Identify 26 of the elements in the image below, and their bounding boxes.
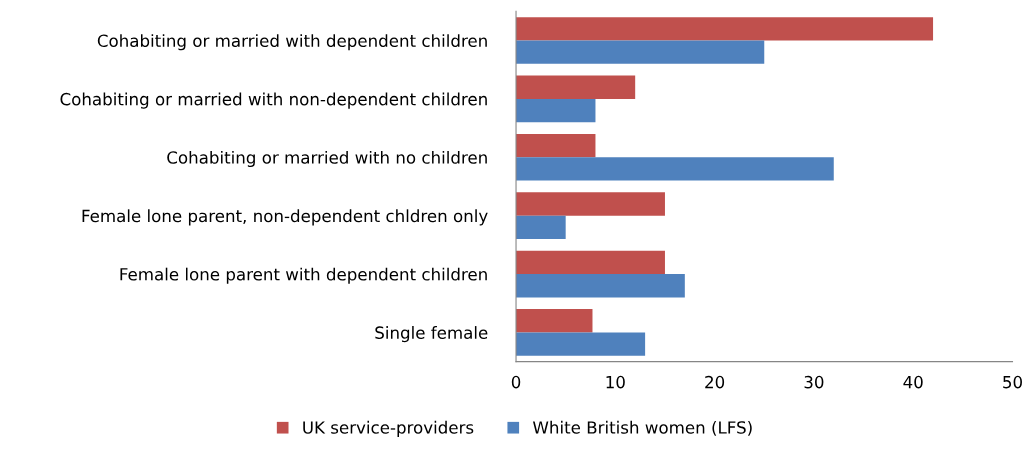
legend-label: White British women (LFS) xyxy=(532,420,752,436)
legend-label: UK service-providers xyxy=(303,420,474,437)
bar xyxy=(516,332,646,356)
bar xyxy=(516,98,596,123)
x-tick-label: 50 xyxy=(1003,375,1022,389)
bar xyxy=(516,274,685,298)
y-tick-label: Cohabiting or married with dependent children xyxy=(97,34,487,51)
x-tick-label: 0 xyxy=(511,375,521,389)
bar xyxy=(516,75,636,99)
x-tick-label: 10 xyxy=(606,375,625,389)
y-tick-label: Female lone parent, non-dependent chldren only xyxy=(82,209,488,226)
y-tick-label: Cohabiting or married with non-dependent children xyxy=(60,92,487,109)
y-tick-label: Single female xyxy=(375,326,488,343)
bar xyxy=(516,309,593,333)
bar xyxy=(516,40,765,64)
y-tick-label: Cohabiting or married with no children xyxy=(167,150,487,168)
x-tick-label: 40 xyxy=(903,375,923,389)
y-tick-label: Female lone parent with dependent children xyxy=(120,267,487,284)
x-tick-label: 30 xyxy=(804,375,824,389)
bar xyxy=(516,133,596,158)
bar xyxy=(516,17,934,41)
bar xyxy=(516,250,665,275)
x-tick-label: 20 xyxy=(705,375,725,389)
bar xyxy=(516,192,665,216)
bar xyxy=(516,157,834,181)
bar xyxy=(516,215,566,239)
